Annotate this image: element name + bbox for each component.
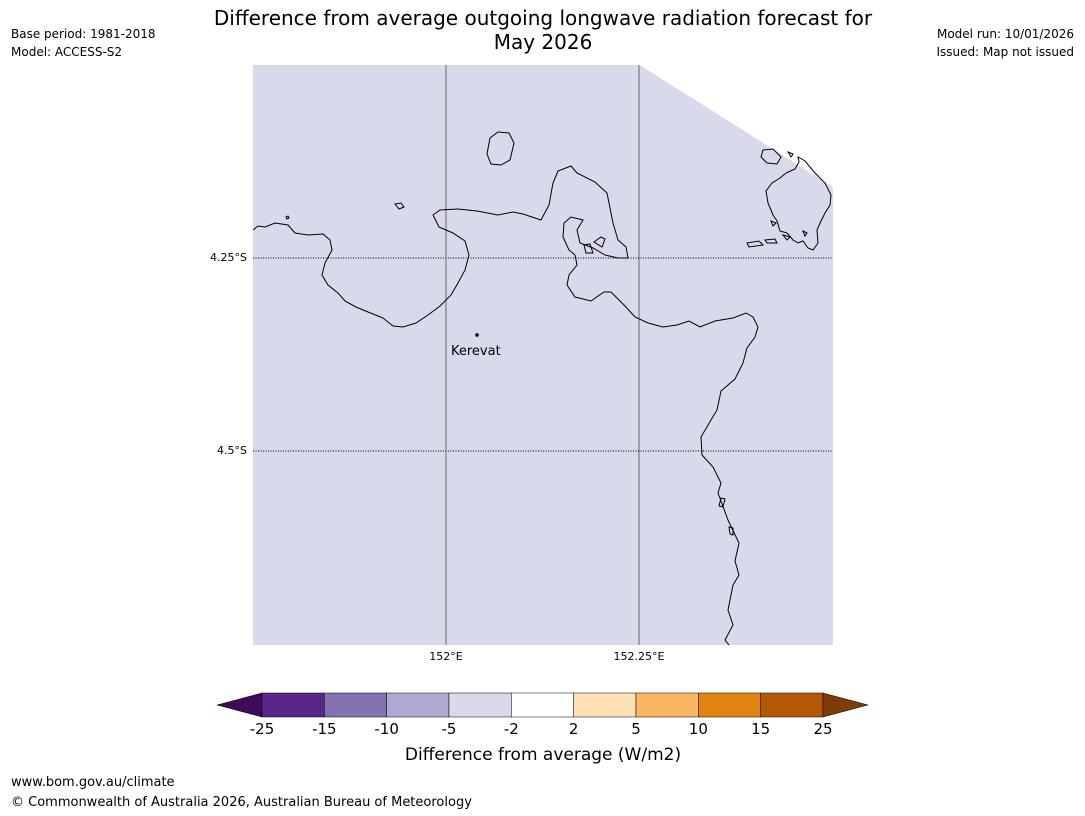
place-label-kerevat: Kerevat	[451, 344, 501, 359]
colorbar-tick-label: 15	[751, 720, 771, 738]
colorbar-swatch	[448, 692, 512, 718]
colorbar-swatch	[261, 692, 325, 718]
colorbar-tick-label: -10	[374, 720, 399, 738]
footer-copyright: © Commonwealth of Australia 2026, Austra…	[11, 795, 472, 810]
no-data-corner	[640, 65, 833, 187]
colorbar-title: Difference from average (W/m2)	[404, 745, 682, 765]
lat-label-4-5s: 4.5°S	[217, 444, 247, 457]
title-line-2: May 2026	[493, 30, 593, 54]
colorbar-swatch	[386, 692, 450, 718]
colorbar-tick-label: -2	[503, 720, 519, 738]
coastline	[253, 131, 832, 645]
model-run-text: Model run: 10/01/2026	[936, 27, 1074, 41]
colorbar-swatch	[324, 692, 387, 718]
model-text: Model: ACCESS-S2	[11, 45, 123, 59]
colorbar-extend-high	[822, 692, 869, 718]
forecast-map[interactable]: Kerevat	[253, 65, 833, 645]
lat-label-4-25s: 4.25°S	[210, 251, 247, 264]
colorbar-tick-label: 25	[813, 720, 833, 738]
issued-text: Issued: Map not issued	[936, 45, 1074, 59]
base-period-text: Base period: 1981-2018	[11, 27, 156, 41]
meta-right: Model run: 10/01/2026 Issued: Map not is…	[936, 25, 1074, 61]
colorbar-swatch	[573, 692, 637, 718]
footer-url[interactable]: www.bom.gov.au/climate	[11, 775, 175, 790]
colorbar-extend-low	[216, 692, 263, 718]
title-line-1: Difference from average outgoing longwav…	[213, 6, 873, 30]
map-title: Difference from average outgoing longwav…	[143, 6, 943, 54]
anomaly-fill	[253, 65, 833, 645]
colorbar-swatch	[511, 692, 574, 718]
meta-left: Base period: 1981-2018 Model: ACCESS-S2	[11, 25, 156, 61]
colorbar-tick-label: -15	[312, 720, 337, 738]
colorbar-tick-label: 2	[568, 720, 579, 738]
lon-label-152e: 152°E	[429, 650, 463, 663]
lon-label-152-25e: 152.25°E	[613, 650, 665, 663]
kerevat-marker[interactable]	[475, 333, 479, 337]
colorbar-swatch	[760, 692, 824, 718]
colorbar-swatch	[698, 692, 761, 718]
colorbar-tick-label: 10	[688, 720, 708, 738]
colorbar	[216, 692, 869, 718]
colorbar-tick-label: 5	[631, 720, 641, 738]
colorbar-swatch	[635, 692, 699, 718]
colorbar-tick-label: -25	[249, 720, 275, 738]
colorbar-tick-label: -5	[441, 720, 457, 738]
